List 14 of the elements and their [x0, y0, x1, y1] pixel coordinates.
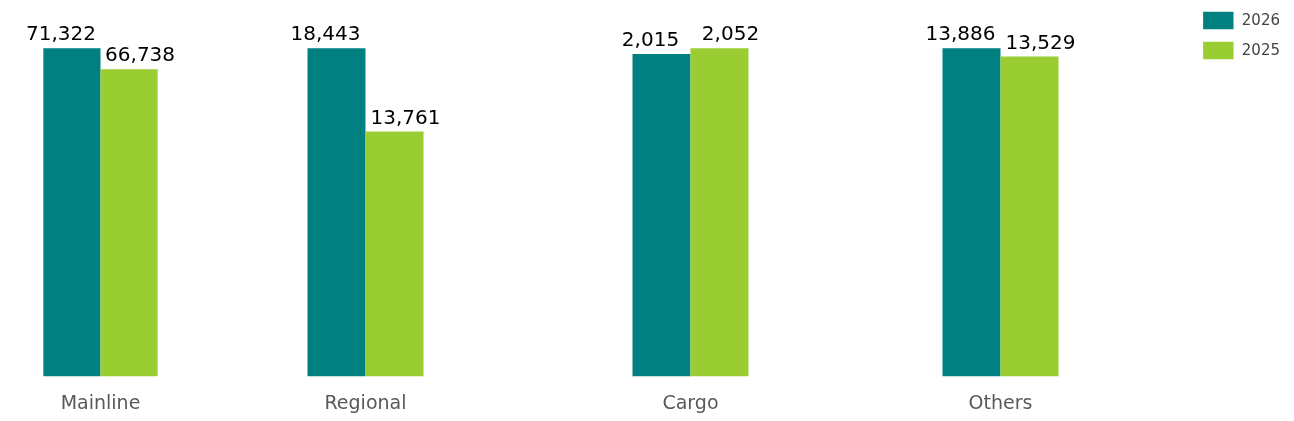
- data-label: 18,443: [290, 21, 361, 46]
- x-tick-label: Others: [968, 390, 1033, 413]
- x-tick-label: Mainline: [60, 390, 141, 413]
- x-tick-label: Regional: [324, 390, 407, 413]
- data-label: 71,322: [25, 21, 96, 46]
- data-label: 13,886: [925, 21, 996, 46]
- legend-label: 2026: [1241, 11, 1280, 29]
- legend-label: 2025: [1241, 41, 1280, 59]
- data-label: 2,052: [701, 21, 760, 46]
- data-label: 13,761: [370, 104, 441, 129]
- data-label: 13,529: [1005, 29, 1076, 54]
- data-label: 66,738: [105, 42, 176, 67]
- x-tick-label: Cargo: [662, 390, 719, 413]
- data-label: 2,015: [621, 27, 680, 52]
